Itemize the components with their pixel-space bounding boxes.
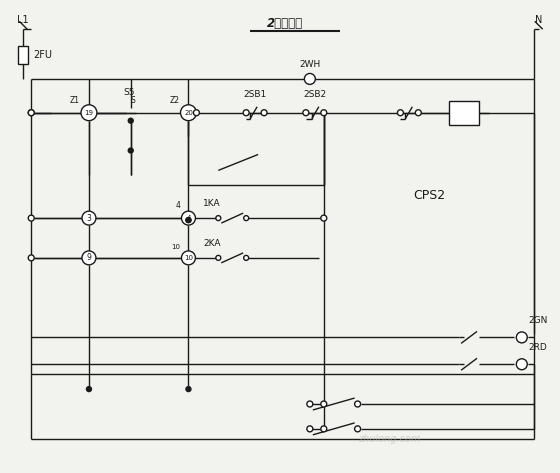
Circle shape xyxy=(216,216,221,220)
Text: 19: 19 xyxy=(85,110,94,116)
Text: 20: 20 xyxy=(184,110,193,116)
Circle shape xyxy=(321,426,327,432)
Circle shape xyxy=(303,110,309,116)
Text: 2WH: 2WH xyxy=(299,60,320,69)
Circle shape xyxy=(82,211,96,225)
Circle shape xyxy=(81,105,97,121)
Circle shape xyxy=(128,148,133,153)
Text: 2FU: 2FU xyxy=(33,50,52,60)
Circle shape xyxy=(261,110,267,116)
Text: 4: 4 xyxy=(176,201,180,210)
Text: 2SB2: 2SB2 xyxy=(304,90,326,99)
Circle shape xyxy=(180,105,197,121)
Text: 2KA: 2KA xyxy=(203,239,221,248)
Circle shape xyxy=(216,255,221,260)
Text: 1KA: 1KA xyxy=(203,199,221,208)
Bar xyxy=(449,101,479,125)
Circle shape xyxy=(307,426,313,432)
Circle shape xyxy=(321,110,327,116)
Circle shape xyxy=(128,118,133,123)
Circle shape xyxy=(186,386,191,392)
Circle shape xyxy=(193,110,199,116)
Circle shape xyxy=(416,110,421,116)
Text: 2SB1: 2SB1 xyxy=(244,90,267,99)
Circle shape xyxy=(28,215,34,221)
Text: 10: 10 xyxy=(171,244,180,250)
Text: S5: S5 xyxy=(123,88,134,97)
Circle shape xyxy=(354,426,361,432)
Circle shape xyxy=(307,401,313,407)
Circle shape xyxy=(186,218,191,223)
Text: Z2: Z2 xyxy=(170,96,180,105)
Circle shape xyxy=(28,255,34,261)
Circle shape xyxy=(516,359,528,370)
Circle shape xyxy=(243,110,249,116)
Text: S: S xyxy=(130,96,135,105)
Text: 2GN: 2GN xyxy=(529,316,548,325)
Circle shape xyxy=(28,110,34,116)
Text: CPS2: CPS2 xyxy=(413,189,445,202)
Circle shape xyxy=(354,401,361,407)
Text: 3: 3 xyxy=(86,214,91,223)
Circle shape xyxy=(82,251,96,265)
Circle shape xyxy=(321,215,327,221)
Circle shape xyxy=(516,332,528,343)
Bar xyxy=(18,46,28,64)
Text: L1: L1 xyxy=(17,15,29,26)
Text: Z1: Z1 xyxy=(70,96,80,105)
Text: 10: 10 xyxy=(184,255,193,261)
Circle shape xyxy=(244,216,249,220)
Circle shape xyxy=(181,211,195,225)
Text: zhulong.com: zhulong.com xyxy=(358,434,421,444)
Text: 2号泵控制: 2号泵控制 xyxy=(267,17,303,30)
Circle shape xyxy=(86,386,91,392)
Circle shape xyxy=(305,73,315,84)
Text: 9: 9 xyxy=(86,254,91,263)
Text: 2RD: 2RD xyxy=(529,343,548,352)
Circle shape xyxy=(321,401,327,407)
Circle shape xyxy=(28,110,34,116)
Circle shape xyxy=(244,255,249,260)
Circle shape xyxy=(181,251,195,265)
Circle shape xyxy=(186,218,191,223)
Text: N: N xyxy=(535,15,543,26)
Text: 4: 4 xyxy=(186,215,190,221)
Circle shape xyxy=(398,110,403,116)
